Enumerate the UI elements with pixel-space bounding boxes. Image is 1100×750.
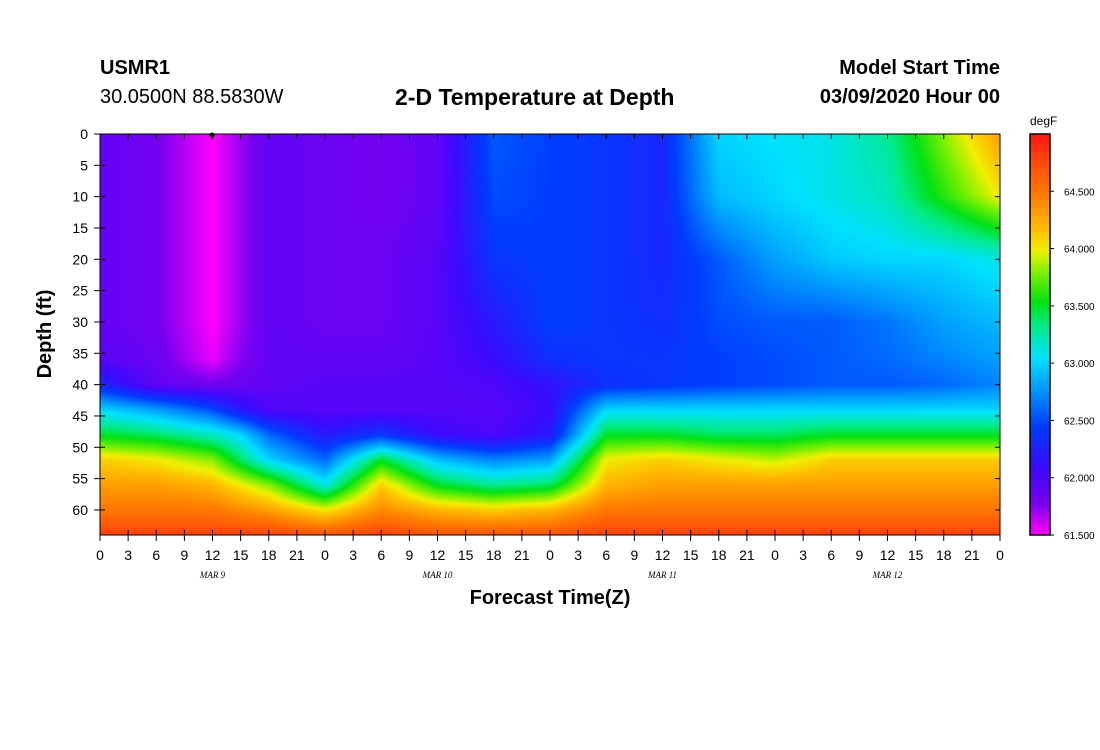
y-tick-label: 40 <box>72 377 88 393</box>
y-tick-label: 20 <box>72 251 88 267</box>
y-tick-label: 25 <box>72 283 88 299</box>
y-tick-label: 0 <box>80 126 88 142</box>
x-axis-label: Forecast Time(Z) <box>470 587 631 609</box>
date-labels: MAR 9 MAR 10 MAR 11 MAR 12 <box>199 570 903 580</box>
x-tick-label: 18 <box>486 547 502 563</box>
colorbar-tick-label: 62.000 <box>1064 474 1095 485</box>
x-tick-label: 18 <box>936 547 952 563</box>
x-tick-label: 6 <box>602 547 610 563</box>
x-tick-label: 0 <box>546 547 554 563</box>
colorbar-tick-label: 63.500 <box>1064 302 1095 313</box>
y-tick-label: 30 <box>72 314 88 330</box>
x-tick-label: 3 <box>124 547 132 563</box>
x-axis: 0 3 6 9 12 15 18 21 0 3 6 9 12 15 18 21 0 3 6 9 12 15 18 21 0 3 6 9… <box>96 134 1004 563</box>
y-tick-label: 10 <box>72 189 88 205</box>
y-axis-label: Depth (ft) <box>34 290 56 379</box>
x-tick-label: 3 <box>349 547 357 563</box>
x-tick-label: 3 <box>574 547 582 563</box>
model-start-value: 03/09/2020 Hour 00 <box>819 86 1000 108</box>
x-tick-label: 21 <box>739 547 755 563</box>
heatmap-area <box>100 134 1000 535</box>
x-tick-label: 21 <box>514 547 530 563</box>
x-tick-label: 12 <box>880 547 896 563</box>
x-tick-label: 21 <box>964 547 980 563</box>
x-tick-label: 0 <box>996 547 1004 563</box>
x-tick-label: 12 <box>430 547 446 563</box>
station-coordinates: 30.0500N 88.5830W <box>100 86 284 108</box>
model-start-label: Model Start Time <box>839 57 1000 79</box>
date-label: MAR 12 <box>872 570 903 580</box>
x-tick-label: 6 <box>827 547 835 563</box>
date-label: MAR 10 <box>422 570 453 580</box>
x-tick-label: 15 <box>683 547 699 563</box>
x-tick-label: 0 <box>771 547 779 563</box>
y-tick-label: 5 <box>80 157 88 173</box>
x-tick-label: 18 <box>711 547 727 563</box>
colorbar-tick-label: 64.000 <box>1064 245 1095 256</box>
y-tick-label: 45 <box>72 408 88 424</box>
x-tick-label: 21 <box>289 547 305 563</box>
station-id: USMR1 <box>100 57 171 79</box>
x-tick-label: 0 <box>96 547 104 563</box>
chart-title: 2-D Temperature at Depth <box>395 84 675 110</box>
x-tick-label: 9 <box>405 547 413 563</box>
colorbar-tick-label: 61.500 <box>1064 531 1095 542</box>
y-axis: 0 5 10 15 20 25 30 35 40 45 50 55 60 <box>72 126 1000 518</box>
colorbar-tick-label: 62.500 <box>1064 416 1095 427</box>
x-tick-label: 12 <box>205 547 221 563</box>
colorbar-ticks: 61.500 62.000 62.500 63.000 63.500 64.000 64.5… <box>1050 187 1095 542</box>
colorbar: degF 61.500 62.000 62.500 63.000 63.500 64.00… <box>1029 114 1095 542</box>
x-tick-label: 6 <box>152 547 160 563</box>
x-tick-label: 18 <box>261 547 277 563</box>
x-tick-label: 9 <box>180 547 188 563</box>
date-label: MAR 11 <box>647 570 677 580</box>
date-label: MAR 9 <box>199 570 226 580</box>
y-tick-label: 50 <box>72 439 88 455</box>
colorbar-unit: degF <box>1030 114 1057 128</box>
colorbar-tick-label: 64.500 <box>1064 187 1095 198</box>
x-tick-label: 0 <box>321 547 329 563</box>
x-tick-label: 15 <box>908 547 924 563</box>
y-tick-label: 35 <box>72 345 88 361</box>
y-tick-label: 55 <box>72 471 88 487</box>
x-tick-label: 9 <box>855 547 863 563</box>
x-tick-label: 12 <box>655 547 671 563</box>
colorbar-tick-label: 63.000 <box>1064 359 1095 370</box>
x-tick-label: 6 <box>377 547 385 563</box>
y-tick-label: 15 <box>72 220 88 236</box>
y-tick-label: 60 <box>72 502 88 518</box>
x-tick-label: 3 <box>799 547 807 563</box>
x-tick-label: 9 <box>630 547 638 563</box>
x-tick-label: 15 <box>458 547 474 563</box>
x-tick-label: 15 <box>233 547 249 563</box>
